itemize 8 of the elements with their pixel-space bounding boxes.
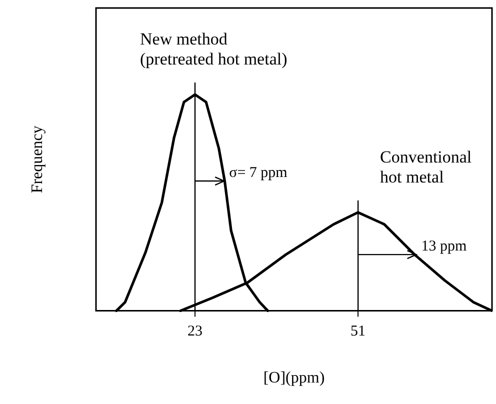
annotation: σ= 7 ppm: [229, 164, 288, 181]
x-tick-label: 51: [350, 324, 366, 340]
text: New method (pretreated hot metal): [140, 30, 288, 69]
series-label: Conventional hot metal: [380, 147, 472, 186]
y-axis-title: Frequency: [29, 126, 46, 194]
annotation: 13 ppm: [421, 238, 468, 255]
x-tick-label: 23: [188, 324, 202, 340]
x-axis-title: [O](ppm): [263, 370, 325, 387]
